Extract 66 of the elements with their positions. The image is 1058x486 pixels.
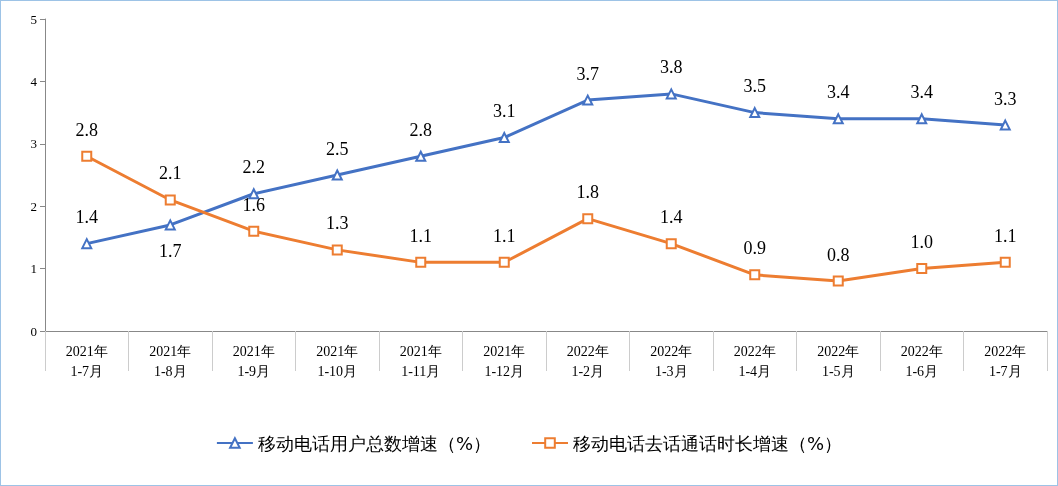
data-label: 1.4 <box>660 207 683 228</box>
point <box>999 256 1011 268</box>
data-label: 1.3 <box>326 213 349 234</box>
x-tick-label: 2021年 1-12月 <box>483 343 526 379</box>
data-label: 3.4 <box>910 82 933 103</box>
data-label: 1.4 <box>75 207 98 228</box>
point <box>582 213 594 225</box>
x-tick-label: 2022年 1-6月 <box>900 343 943 379</box>
x-tick-label: 2022年 1-4月 <box>733 343 776 379</box>
point <box>916 113 928 125</box>
y-tick-label: 4 <box>30 73 38 89</box>
data-label: 1.1 <box>409 225 432 246</box>
x-tick-label: 2021年 1-10月 <box>316 343 359 379</box>
data-label: 2.1 <box>159 163 182 184</box>
data-label: 0.9 <box>743 238 766 259</box>
legend-label: 移动电话去话通话时长增速（%） <box>573 432 843 454</box>
data-label: 0.8 <box>827 244 850 265</box>
point <box>415 256 427 268</box>
data-label: 1.7 <box>159 241 182 262</box>
y-tick-label: 2 <box>30 198 37 214</box>
point <box>749 107 761 119</box>
data-label: 3.1 <box>493 101 516 122</box>
data-label: 1.0 <box>910 232 933 253</box>
data-label: 1.8 <box>576 182 599 203</box>
data-label: 3.4 <box>827 82 850 103</box>
legend-label: 移动电话用户总数增速（%） <box>257 432 492 454</box>
point <box>331 169 343 181</box>
y-tick-label: 3 <box>30 136 37 152</box>
x-tick-label: 2022年 1-7月 <box>984 343 1027 379</box>
point <box>498 256 510 268</box>
y-tick-label: 5 <box>30 11 37 27</box>
point <box>81 238 93 250</box>
data-label: 2.2 <box>242 157 265 178</box>
point <box>331 244 343 256</box>
data-label: 1.6 <box>242 194 265 215</box>
point <box>415 150 427 162</box>
data-label: 3.7 <box>576 63 599 84</box>
x-tick-label: 2021年 1-8月 <box>149 343 192 379</box>
data-label: 2.8 <box>409 119 432 140</box>
x-tick-label: 2021年 1-7月 <box>65 343 108 379</box>
x-tick-label: 2022年 1-3月 <box>650 343 693 379</box>
point <box>582 94 594 106</box>
point <box>749 269 761 281</box>
y-tick-label: 1 <box>30 261 37 277</box>
y-tick-label: 0 <box>30 323 37 339</box>
data-label: 2.5 <box>326 138 349 159</box>
data-label: 3.5 <box>743 76 766 97</box>
data-label: 3.8 <box>660 57 683 78</box>
point <box>248 225 260 237</box>
data-label: 3.3 <box>994 88 1017 109</box>
data-label: 2.8 <box>75 119 98 140</box>
point <box>81 150 93 162</box>
x-tick-label: 2021年 1-11月 <box>399 343 442 379</box>
data-label: 1.1 <box>493 225 516 246</box>
point <box>916 263 928 275</box>
x-tick-label: 2021年 1-9月 <box>232 343 275 379</box>
point <box>164 194 176 206</box>
point <box>164 219 176 231</box>
data-label: 1.1 <box>994 225 1017 246</box>
x-tick-label: 2022年 1-2月 <box>566 343 609 379</box>
point <box>832 275 844 287</box>
point <box>665 238 677 250</box>
x-tick-label: 2022年 1-5月 <box>817 343 860 379</box>
point <box>999 119 1011 131</box>
point <box>832 113 844 125</box>
point <box>665 88 677 100</box>
